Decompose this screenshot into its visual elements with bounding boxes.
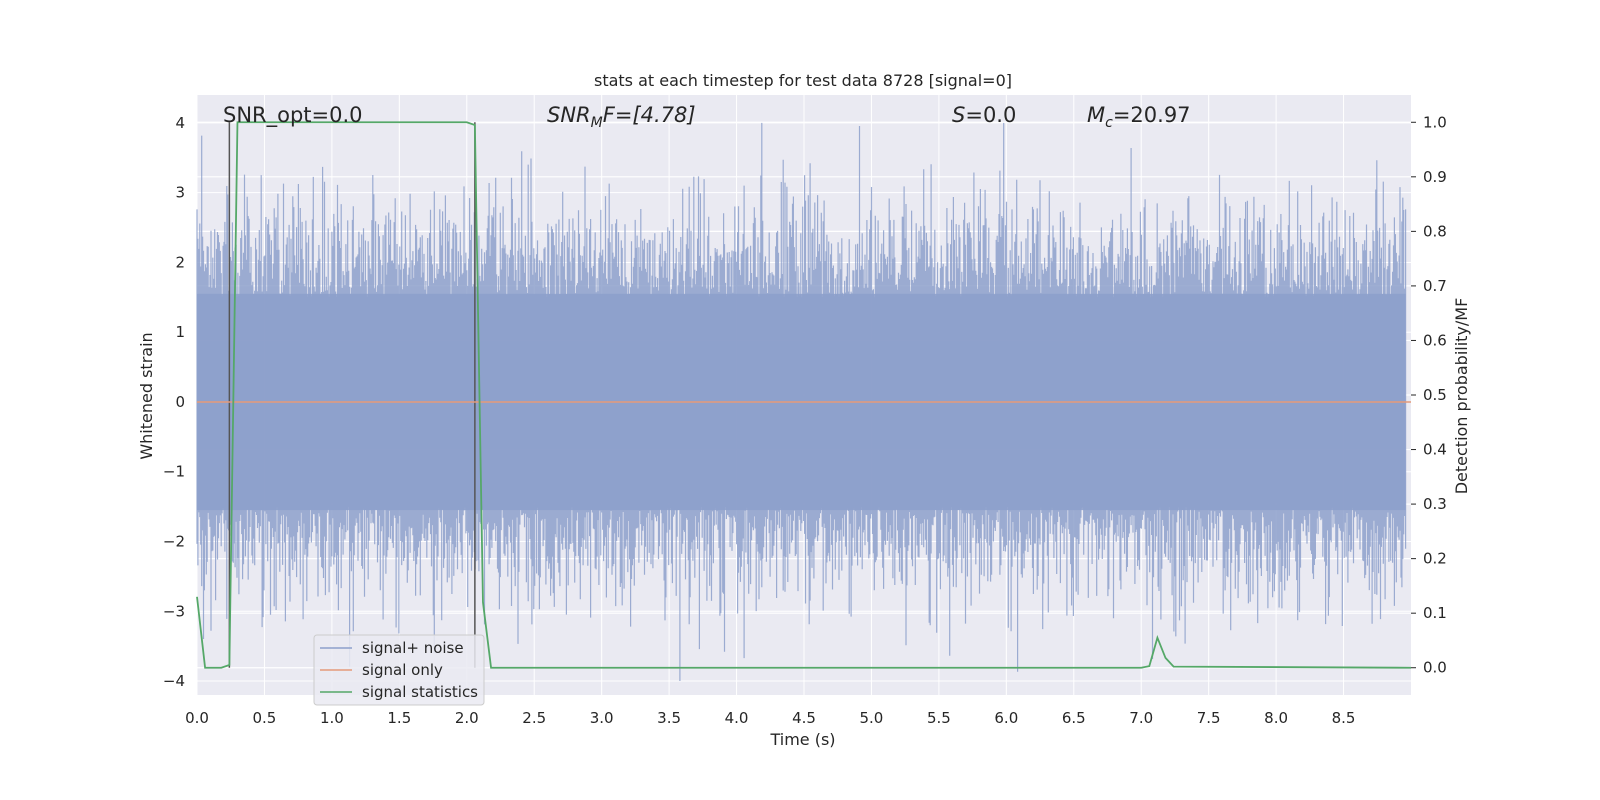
- y-right-tick-label: 1.0: [1423, 113, 1447, 131]
- x-tick-label: 1.5: [387, 709, 411, 727]
- x-tick-label: 3.0: [590, 709, 614, 727]
- y-left-axis-label: Whitened strain: [137, 332, 156, 459]
- annotation-s-main: S: [952, 103, 965, 127]
- legend-label-signal-only: signal only: [362, 661, 443, 679]
- chart-title: stats at each timestep for test data 872…: [594, 71, 1012, 90]
- annotation-snr-mf-rest: F=[4.78]: [603, 103, 696, 127]
- x-tick-label: 3.5: [657, 709, 681, 727]
- x-axis-label: Time (s): [769, 730, 835, 749]
- y-left-tick-label: −3: [163, 602, 185, 620]
- y-left-tick-label: 3: [175, 184, 185, 202]
- y-right-tick-label: 0.9: [1423, 168, 1447, 186]
- x-tick-label: 8.0: [1264, 709, 1288, 727]
- x-tick-label: 6.0: [994, 709, 1018, 727]
- x-tick-label: 4.5: [792, 709, 816, 727]
- y-left-tick-label: −2: [163, 533, 185, 551]
- x-tick-label: 2.5: [522, 709, 546, 727]
- annotation-s-rest: =0.0: [965, 103, 1016, 127]
- y-right-tick-label: 0.7: [1423, 277, 1447, 295]
- y-right-tick-label: 0.1: [1423, 604, 1447, 622]
- x-tick-label: 2.0: [455, 709, 479, 727]
- x-tick-label: 0.5: [253, 709, 277, 727]
- annotation-mc-rest: =20.97: [1113, 103, 1191, 127]
- x-tick-label: 1.0: [320, 709, 344, 727]
- x-tick-label: 5.5: [927, 709, 951, 727]
- x-tick-label: 0.0: [185, 709, 209, 727]
- series-lines: [196, 121, 1412, 669]
- x-tick-label: 8.5: [1332, 709, 1356, 727]
- y-left-tick-label: 0: [175, 393, 185, 411]
- legend-label-signal-statistics: signal statistics: [362, 683, 478, 701]
- annotation-snr-mf-sub: M: [591, 115, 603, 131]
- legend: signal+ noise signal only signal statist…: [313, 634, 485, 706]
- legend-label-signal-noise: signal+ noise: [362, 639, 464, 657]
- x-tick-label: 5.0: [860, 709, 884, 727]
- y-right-tick-label: 0.5: [1423, 386, 1447, 404]
- annotation-snr-opt: SNR_opt=0.0: [223, 103, 363, 128]
- annotation-mc-sub: c: [1105, 115, 1113, 131]
- y-right-tick-label: 0.6: [1423, 331, 1447, 349]
- y-left-tick-label: −1: [163, 463, 185, 481]
- y-left-tick-labels: 4 3 2 1 0 −1 −2 −3 −4: [163, 114, 185, 690]
- y-left-tick-label: 2: [175, 253, 185, 271]
- annotation-mc-main: M: [1087, 103, 1105, 127]
- x-tick-labels: 0.0 0.5 1.0 1.5 2.0 2.5 3.0 3.5 4.0 4.5 5.0 5.5 6.0 6…: [185, 709, 1355, 727]
- x-tick-label: 7.0: [1129, 709, 1153, 727]
- y-left-tick-label: 4: [175, 114, 185, 132]
- x-tick-label: 7.5: [1197, 709, 1221, 727]
- annotation-snr-mf-main: SNR: [547, 103, 591, 127]
- x-tick-label: 6.5: [1062, 709, 1086, 727]
- signal-statistics-line: [196, 121, 1412, 669]
- annotation-s: S=0.0: [952, 103, 1016, 127]
- x-tick-label: 4.0: [725, 709, 749, 727]
- y-left-tick-label: −4: [163, 672, 185, 690]
- y-right-tick-label: 0.2: [1423, 550, 1447, 568]
- annotation-snr-mf: SNRMF=[4.78]: [547, 103, 696, 131]
- annotation-mc: Mc=20.97: [1087, 103, 1191, 131]
- y-right-axis-label: Detection probability/MF: [1452, 298, 1471, 495]
- legend-box: [313, 634, 485, 706]
- y-right-tick-labels: 1.0 0.9 0.8 0.7 0.6 0.5 0.4 0.3 0.2 0.1 0.0: [1411, 113, 1447, 677]
- y-left-tick-label: 1: [175, 323, 185, 341]
- y-right-tick-label: 0.4: [1423, 441, 1447, 459]
- y-right-tick-label: 0.3: [1423, 495, 1447, 513]
- y-right-tick-label: 0.0: [1423, 659, 1447, 677]
- y-right-tick-label: 0.8: [1423, 222, 1447, 240]
